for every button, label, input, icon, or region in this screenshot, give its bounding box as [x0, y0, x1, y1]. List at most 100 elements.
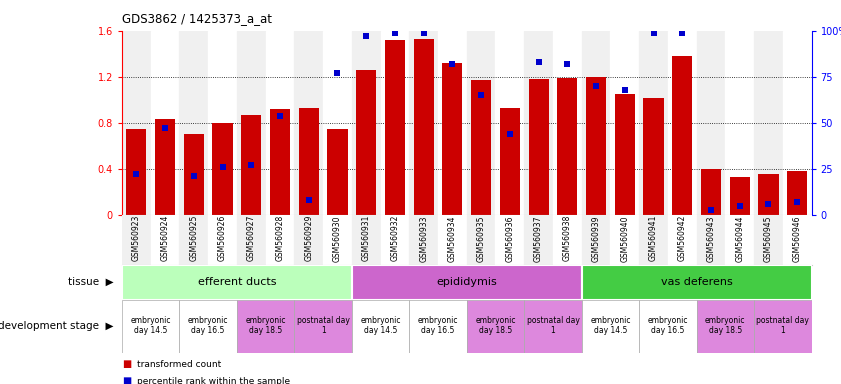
Bar — [467, 215, 495, 265]
Bar — [266, 31, 294, 215]
Bar — [237, 215, 266, 265]
Text: postnatal day
1: postnatal day 1 — [526, 316, 579, 335]
Bar — [183, 134, 204, 215]
Bar — [639, 300, 696, 353]
Text: embryonic
day 14.5: embryonic day 14.5 — [360, 316, 401, 335]
Bar — [500, 108, 520, 215]
Bar — [438, 31, 467, 215]
Point — [216, 164, 230, 170]
Bar — [783, 215, 812, 265]
Bar — [237, 31, 266, 215]
Bar — [294, 31, 323, 215]
Bar — [611, 31, 639, 215]
Bar — [582, 265, 812, 300]
Bar — [208, 31, 237, 215]
Text: transformed count: transformed count — [137, 359, 221, 369]
Point — [446, 61, 459, 67]
Bar — [266, 215, 294, 265]
Bar — [410, 300, 467, 353]
Text: vas deferens: vas deferens — [661, 277, 733, 287]
Bar — [528, 79, 548, 215]
Point — [762, 201, 775, 207]
Bar — [126, 129, 146, 215]
Bar — [237, 300, 294, 353]
Point — [474, 92, 488, 98]
Bar — [414, 39, 434, 215]
Bar — [294, 300, 352, 353]
Bar — [122, 215, 151, 265]
Text: embryonic
day 18.5: embryonic day 18.5 — [705, 316, 746, 335]
Text: percentile rank within the sample: percentile rank within the sample — [137, 377, 290, 384]
Bar — [495, 31, 524, 215]
Text: embryonic
day 16.5: embryonic day 16.5 — [418, 316, 458, 335]
Text: GDS3862 / 1425373_a_at: GDS3862 / 1425373_a_at — [122, 12, 272, 25]
Text: postnatal day
1: postnatal day 1 — [756, 316, 809, 335]
Bar — [352, 215, 380, 265]
Bar — [783, 31, 812, 215]
Point — [158, 125, 172, 131]
Bar — [385, 40, 405, 215]
Bar — [524, 31, 553, 215]
Bar — [754, 31, 783, 215]
Bar — [586, 77, 606, 215]
Point — [389, 30, 402, 36]
Bar — [754, 300, 812, 353]
Bar — [380, 31, 410, 215]
Text: embryonic
day 18.5: embryonic day 18.5 — [246, 316, 286, 335]
Text: embryonic
day 14.5: embryonic day 14.5 — [590, 316, 631, 335]
Point — [503, 131, 516, 137]
Bar — [582, 300, 639, 353]
Bar — [701, 169, 721, 215]
Bar — [151, 215, 179, 265]
Bar — [558, 78, 578, 215]
Text: embryonic
day 18.5: embryonic day 18.5 — [475, 316, 516, 335]
Text: epididymis: epididymis — [436, 277, 497, 287]
Bar — [725, 31, 754, 215]
Bar — [410, 31, 438, 215]
Point — [417, 30, 431, 36]
Bar — [467, 300, 524, 353]
Bar — [179, 300, 237, 353]
Text: ■: ■ — [122, 376, 131, 384]
Point — [675, 30, 689, 36]
Bar — [759, 174, 779, 215]
Bar — [471, 80, 491, 215]
Bar — [615, 94, 635, 215]
Point — [791, 199, 804, 205]
Bar — [323, 215, 352, 265]
Bar — [213, 123, 233, 215]
Text: tissue  ▶: tissue ▶ — [68, 277, 114, 287]
Bar — [155, 119, 175, 215]
Point — [331, 70, 344, 76]
Point — [647, 30, 660, 36]
Point — [245, 162, 258, 168]
Point — [733, 203, 747, 209]
Bar — [696, 31, 725, 215]
Bar — [179, 215, 208, 265]
Bar — [122, 300, 179, 353]
Bar — [787, 171, 807, 215]
Bar — [643, 98, 664, 215]
Bar — [442, 63, 463, 215]
Bar — [327, 129, 347, 215]
Bar — [356, 70, 376, 215]
Bar — [380, 215, 410, 265]
Point — [273, 113, 287, 119]
Point — [302, 197, 315, 204]
Bar — [553, 215, 582, 265]
Bar — [352, 300, 410, 353]
Bar — [696, 215, 725, 265]
Bar — [582, 31, 611, 215]
Text: postnatal day
1: postnatal day 1 — [297, 316, 350, 335]
Bar — [467, 31, 495, 215]
Point — [359, 33, 373, 39]
Bar — [668, 31, 696, 215]
Text: development stage  ▶: development stage ▶ — [0, 321, 114, 331]
Bar — [179, 31, 208, 215]
Bar — [639, 215, 668, 265]
Bar — [352, 31, 380, 215]
Point — [561, 61, 574, 67]
Text: efferent ducts: efferent ducts — [198, 277, 276, 287]
Bar — [668, 215, 696, 265]
Text: ■: ■ — [122, 359, 131, 369]
